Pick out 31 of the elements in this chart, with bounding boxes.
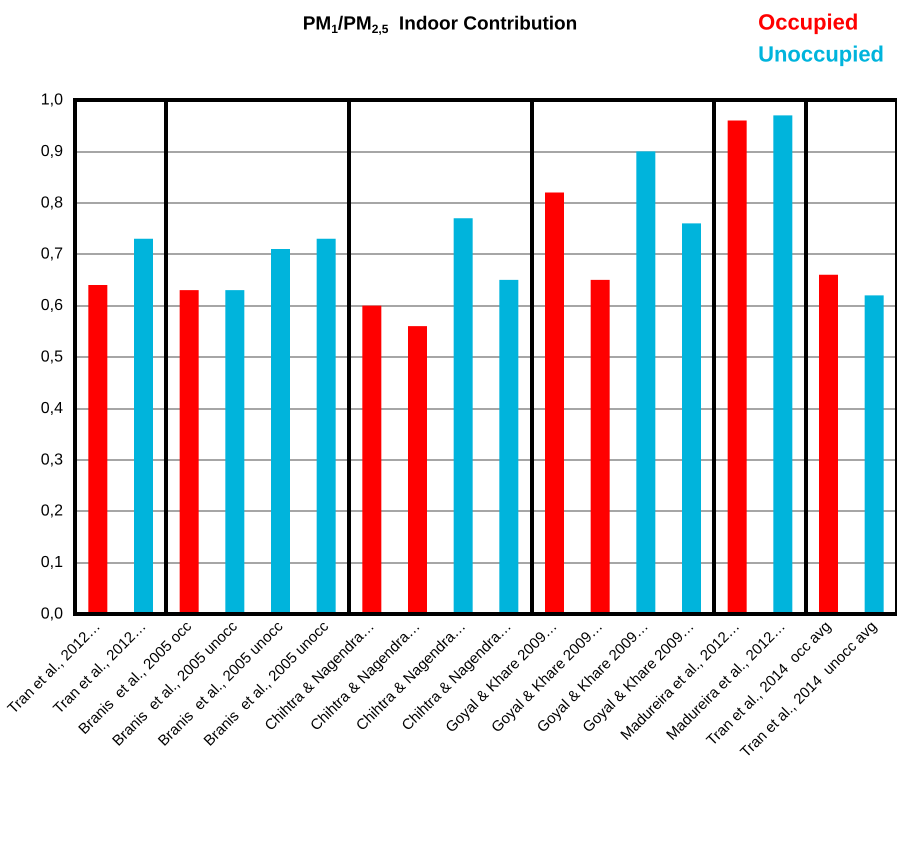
y-tick-label: 1,0 <box>40 92 64 108</box>
bar <box>590 280 610 614</box>
bar <box>271 249 290 614</box>
y-tick-label: 0,6 <box>40 297 64 314</box>
bar <box>454 218 473 614</box>
y-tick-label: 0,0 <box>40 606 64 622</box>
bar <box>819 274 838 614</box>
bar <box>408 326 427 614</box>
y-tick-label: 0,8 <box>40 194 64 212</box>
text: Unoccupied <box>758 42 884 66</box>
y-tick-label: 0,1 <box>40 554 64 572</box>
bar <box>773 115 792 614</box>
bar <box>134 238 153 614</box>
bar <box>728 120 747 614</box>
text: Occupied <box>758 10 858 34</box>
bar <box>545 192 564 614</box>
bar <box>864 295 884 614</box>
y-tick-label: 0,7 <box>40 246 64 263</box>
bar <box>362 306 382 614</box>
y-tick-label: 0,3 <box>40 451 64 468</box>
bar <box>180 290 199 614</box>
bar <box>316 238 336 614</box>
bar <box>636 151 656 614</box>
bar <box>682 223 701 614</box>
bar <box>225 290 244 614</box>
y-tick-label: 0,2 <box>40 502 64 520</box>
y-tick-label: 0,4 <box>40 400 64 417</box>
y-tick-label: 0,9 <box>40 142 64 160</box>
y-tick-label: 0,5 <box>40 348 64 366</box>
bar <box>499 280 518 614</box>
bar <box>88 285 108 614</box>
